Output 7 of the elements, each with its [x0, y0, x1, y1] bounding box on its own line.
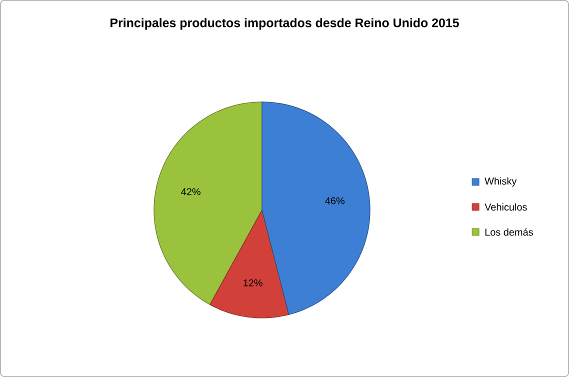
data-label: 46% — [325, 197, 345, 204]
legend-label: Los demás — [485, 228, 533, 236]
legend-label: Vehiculos — [484, 203, 527, 211]
data-label: 42% — [181, 188, 200, 196]
data-label: 12% — [244, 279, 262, 286]
chart-title: Principales productos importados desde Reino Unido 2015 — [110, 18, 459, 30]
legend-label: Whisky — [484, 177, 517, 187]
